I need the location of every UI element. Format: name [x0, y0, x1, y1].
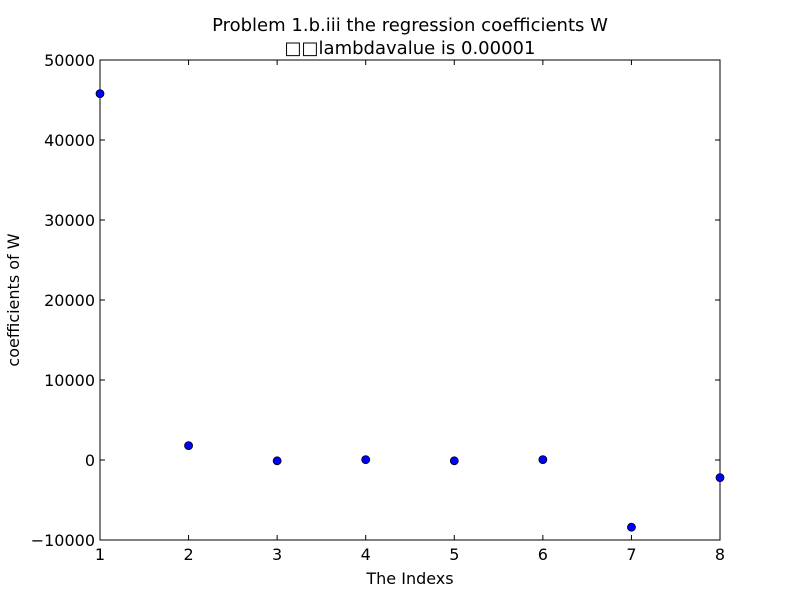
y-tick-label: 20000	[44, 291, 95, 310]
data-point	[538, 455, 548, 465]
y-tick-label: 0	[85, 451, 95, 470]
data-point	[449, 456, 459, 466]
x-tick-label: 1	[95, 545, 105, 564]
y-tick-label: 10000	[44, 371, 95, 390]
x-tick-label: 5	[449, 545, 459, 564]
x-axis-label: The Indexs	[365, 569, 453, 588]
x-tick-label: 2	[183, 545, 193, 564]
y-tick-label: 50000	[44, 51, 95, 70]
axis-ticks: 1 2 3 4 5 6 7 8 −10000 0 10000 20000 30000 40000 50000	[31, 51, 725, 564]
data-point	[627, 522, 636, 532]
y-tick-label: 40000	[44, 131, 95, 150]
plot-border	[99, 59, 721, 541]
chart-title: Problem 1.b.iii the regression coefficie…	[212, 15, 608, 36]
y-tick-label: 30000	[44, 211, 95, 230]
y-axis-label: coefficients of W	[4, 233, 23, 366]
x-tick-label: 4	[361, 545, 371, 564]
y-tick-label: −10000	[31, 531, 95, 550]
data-point	[715, 473, 725, 483]
chart-subtitle: □□lambdavalue is 0.00001	[285, 38, 536, 59]
data-point	[361, 455, 371, 465]
x-tick-label: 3	[272, 545, 282, 564]
plot-area	[99, 59, 721, 541]
data-point	[272, 456, 282, 466]
data-point	[184, 441, 193, 451]
x-tick-label: 7	[626, 545, 636, 564]
data-point	[95, 89, 105, 98]
data-points	[95, 89, 725, 532]
x-tick-label: 8	[715, 545, 725, 564]
x-tick-label: 6	[538, 545, 548, 564]
